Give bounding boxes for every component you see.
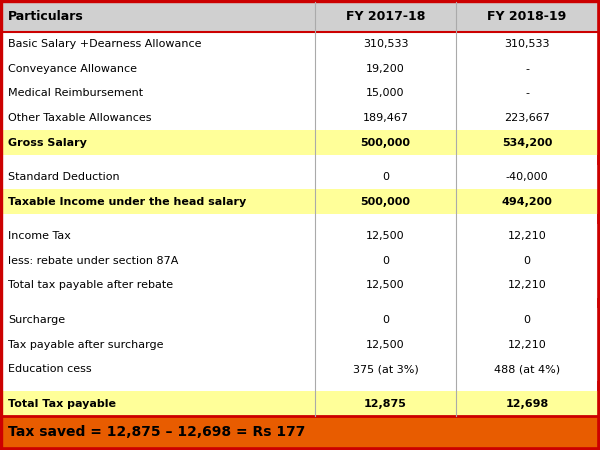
Bar <box>2 32 598 57</box>
Bar <box>2 106 598 130</box>
Bar <box>2 165 598 189</box>
Text: 15,000: 15,000 <box>366 89 405 99</box>
Text: Total Tax payable: Total Tax payable <box>8 399 116 409</box>
Text: less: rebate under section 87A: less: rebate under section 87A <box>8 256 178 266</box>
Text: 0: 0 <box>524 256 530 266</box>
Bar <box>2 357 598 382</box>
Text: Tax payable after surcharge: Tax payable after surcharge <box>8 340 163 350</box>
Text: Total tax payable after rebate: Total tax payable after rebate <box>8 280 173 290</box>
Text: 488 (at 4%): 488 (at 4%) <box>494 364 560 374</box>
Bar <box>2 57 598 81</box>
Text: Education cess: Education cess <box>8 364 92 374</box>
Text: 0: 0 <box>382 315 389 325</box>
Text: 189,467: 189,467 <box>362 113 409 123</box>
Text: 500,000: 500,000 <box>361 197 410 207</box>
Text: -: - <box>525 89 529 99</box>
Bar <box>2 416 598 448</box>
Text: Other Taxable Allowances: Other Taxable Allowances <box>8 113 151 123</box>
Text: 534,200: 534,200 <box>502 138 552 148</box>
Text: 310,533: 310,533 <box>505 39 550 50</box>
Text: 12,698: 12,698 <box>505 399 549 409</box>
Text: FY 2017-18: FY 2017-18 <box>346 10 425 23</box>
Bar <box>2 308 598 332</box>
Text: Basic Salary +Dearness Allowance: Basic Salary +Dearness Allowance <box>8 39 202 50</box>
Text: 0: 0 <box>382 256 389 266</box>
Text: Taxable Income under the head salary: Taxable Income under the head salary <box>8 197 246 207</box>
Bar <box>2 392 598 416</box>
Bar <box>2 248 598 273</box>
Text: 12,210: 12,210 <box>508 231 547 241</box>
Text: 12,210: 12,210 <box>508 280 547 290</box>
Bar <box>2 2 598 32</box>
Text: 12,500: 12,500 <box>366 231 405 241</box>
Text: 12,875: 12,875 <box>364 399 407 409</box>
Bar <box>2 224 598 248</box>
Text: FY 2018-19: FY 2018-19 <box>487 10 567 23</box>
Text: 494,200: 494,200 <box>502 197 553 207</box>
Bar <box>2 332 598 357</box>
Text: Particulars: Particulars <box>8 10 84 23</box>
Bar <box>2 130 598 155</box>
Text: -40,000: -40,000 <box>506 172 548 182</box>
Text: 223,667: 223,667 <box>504 113 550 123</box>
Text: Income Tax: Income Tax <box>8 231 71 241</box>
Text: 19,200: 19,200 <box>366 64 405 74</box>
Text: Medical Reimbursement: Medical Reimbursement <box>8 89 143 99</box>
Text: 12,210: 12,210 <box>508 340 547 350</box>
Text: 0: 0 <box>524 315 530 325</box>
Bar <box>2 273 598 298</box>
Text: Surcharge: Surcharge <box>8 315 65 325</box>
Text: Standard Deduction: Standard Deduction <box>8 172 119 182</box>
Text: 12,500: 12,500 <box>366 340 405 350</box>
Bar <box>2 189 598 214</box>
Bar <box>2 81 598 106</box>
Text: Conveyance Allowance: Conveyance Allowance <box>8 64 137 74</box>
Text: 310,533: 310,533 <box>363 39 408 50</box>
Text: 375 (at 3%): 375 (at 3%) <box>353 364 418 374</box>
Text: Gross Salary: Gross Salary <box>8 138 87 148</box>
Text: 12,500: 12,500 <box>366 280 405 290</box>
Text: -: - <box>525 64 529 74</box>
Text: Tax saved = 12,875 – 12,698 = Rs 177: Tax saved = 12,875 – 12,698 = Rs 177 <box>8 425 305 439</box>
Text: 0: 0 <box>382 172 389 182</box>
Text: 500,000: 500,000 <box>361 138 410 148</box>
